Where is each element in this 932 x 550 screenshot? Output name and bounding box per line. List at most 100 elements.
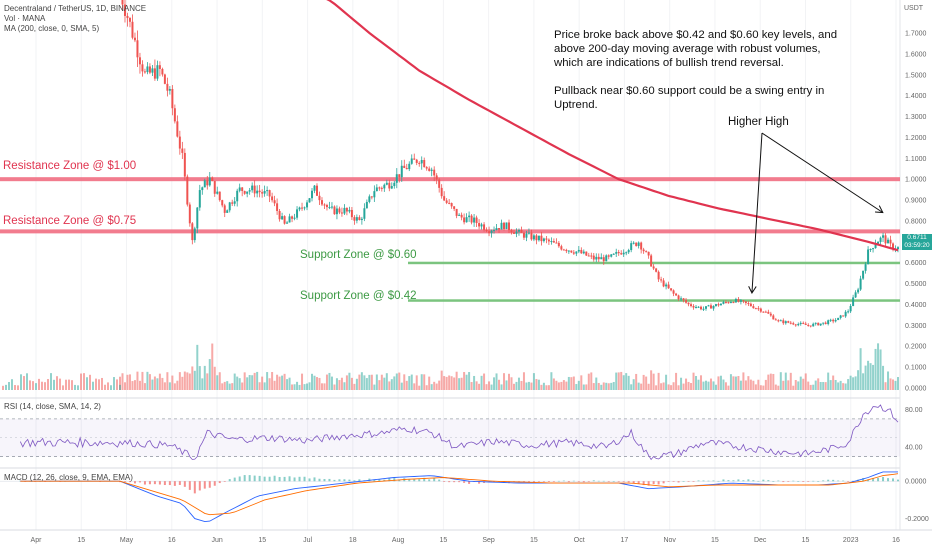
- volume-bar: [814, 380, 817, 390]
- volume-bar: [675, 372, 678, 390]
- volume-bar: [233, 373, 236, 390]
- macd-legend[interactable]: MACD (12, 26, close, 9, EMA, EMA): [4, 473, 133, 482]
- volume-bar: [757, 379, 760, 390]
- macd-histogram-bar: [627, 481, 630, 483]
- volume-bar: [607, 383, 610, 390]
- volume-bar: [535, 379, 538, 390]
- volume-bar: [734, 376, 737, 390]
- macd-histogram-bar: [143, 481, 146, 485]
- volume-bar: [532, 373, 535, 390]
- candle-body: [221, 200, 224, 206]
- volume-bar: [253, 372, 256, 390]
- volume-bar: [807, 381, 810, 390]
- volume-bar: [460, 377, 463, 390]
- volume-bar: [562, 380, 565, 390]
- symbol-title[interactable]: Decentraland / TetherUS, 1D, BINANCE: [4, 4, 147, 13]
- candle-body: [642, 249, 645, 252]
- candle-body: [660, 279, 663, 281]
- volume-bar: [123, 382, 126, 390]
- price-tick-label: 1.0000: [905, 177, 927, 184]
- candle-body: [777, 320, 780, 322]
- volume-bar: [522, 372, 525, 390]
- volume-bar: [655, 385, 658, 390]
- volume-bar: [166, 372, 169, 390]
- volume-bar: [834, 379, 837, 390]
- volume-bar: [595, 377, 598, 390]
- macd-histogram-bar: [602, 480, 605, 482]
- volume-bar: [722, 379, 725, 390]
- macd-histogram-bar: [637, 481, 640, 484]
- candle-body: [522, 232, 525, 238]
- candle-body: [515, 231, 518, 234]
- candle-body: [288, 216, 291, 223]
- volume-bar: [819, 382, 822, 390]
- candle-body: [737, 298, 740, 302]
- volume-bar: [455, 371, 458, 390]
- volume-bar: [278, 376, 281, 390]
- volume-bar: [266, 372, 269, 390]
- volume-bar: [879, 349, 882, 390]
- volume-bar: [156, 378, 159, 390]
- volume-bar: [398, 372, 401, 390]
- volume-bar: [682, 383, 685, 390]
- volume-bar: [792, 385, 795, 390]
- candle-body: [455, 208, 458, 216]
- candle-body: [365, 201, 368, 209]
- rsi-legend[interactable]: RSI (14, close, SMA, 14, 2): [4, 402, 101, 411]
- volume-bar: [373, 384, 376, 390]
- volume-bar: [777, 385, 780, 390]
- volume-bar: [490, 384, 493, 390]
- candle-body: [829, 319, 832, 321]
- candle-body: [380, 187, 383, 189]
- volume-bar: [475, 381, 478, 390]
- candle-body: [600, 257, 603, 260]
- time-tick-label: 15: [258, 537, 266, 544]
- candle-body: [857, 289, 860, 293]
- macd-histogram-bar: [727, 480, 730, 482]
- candle-body: [263, 191, 266, 194]
- price-tick-label: 0.0000: [905, 386, 927, 393]
- macd-histogram-bar: [478, 481, 481, 484]
- volume-bar: [153, 376, 156, 390]
- volume-bar: [537, 379, 540, 390]
- candle-body: [196, 207, 199, 229]
- volume-bar: [385, 373, 388, 390]
- volume-bar: [772, 373, 775, 390]
- volume-bar: [395, 373, 398, 390]
- candle-body: [460, 214, 463, 218]
- macd-histogram-bar: [607, 481, 610, 482]
- volume-legend[interactable]: Vol · MANA: [4, 14, 46, 23]
- candle-body: [368, 196, 371, 202]
- candle-body: [552, 241, 555, 243]
- volume-bar: [38, 378, 40, 390]
- volume-bar: [2, 385, 4, 390]
- volume-bar: [889, 378, 892, 390]
- candle-body: [620, 253, 623, 255]
- volume-bar: [263, 382, 266, 390]
- volume-bar: [557, 382, 560, 390]
- volume-bar: [146, 371, 149, 390]
- volume-bar: [774, 384, 777, 390]
- volume-bar: [198, 366, 201, 390]
- candle-body: [251, 185, 254, 191]
- volume-bar: [849, 375, 852, 390]
- candle-body: [884, 235, 887, 244]
- candle-body: [308, 198, 311, 203]
- price-tick-label: 0.9000: [905, 198, 927, 205]
- volume-bar: [864, 365, 867, 390]
- ma-legend[interactable]: MA (200, close, 0, SMA, 5): [4, 24, 100, 33]
- candle-body: [226, 210, 229, 213]
- candle-body: [779, 320, 782, 322]
- candle-body: [495, 228, 498, 230]
- volume-bar: [600, 384, 603, 390]
- volume-bar: [23, 376, 25, 390]
- candle-body: [772, 315, 775, 320]
- candle-body: [355, 217, 358, 221]
- volume-bar: [107, 382, 109, 390]
- candle-body: [612, 253, 615, 255]
- volume-bar: [877, 343, 880, 390]
- candle-body: [350, 209, 353, 218]
- volume-bar: [223, 381, 226, 390]
- volume-bar: [672, 382, 675, 390]
